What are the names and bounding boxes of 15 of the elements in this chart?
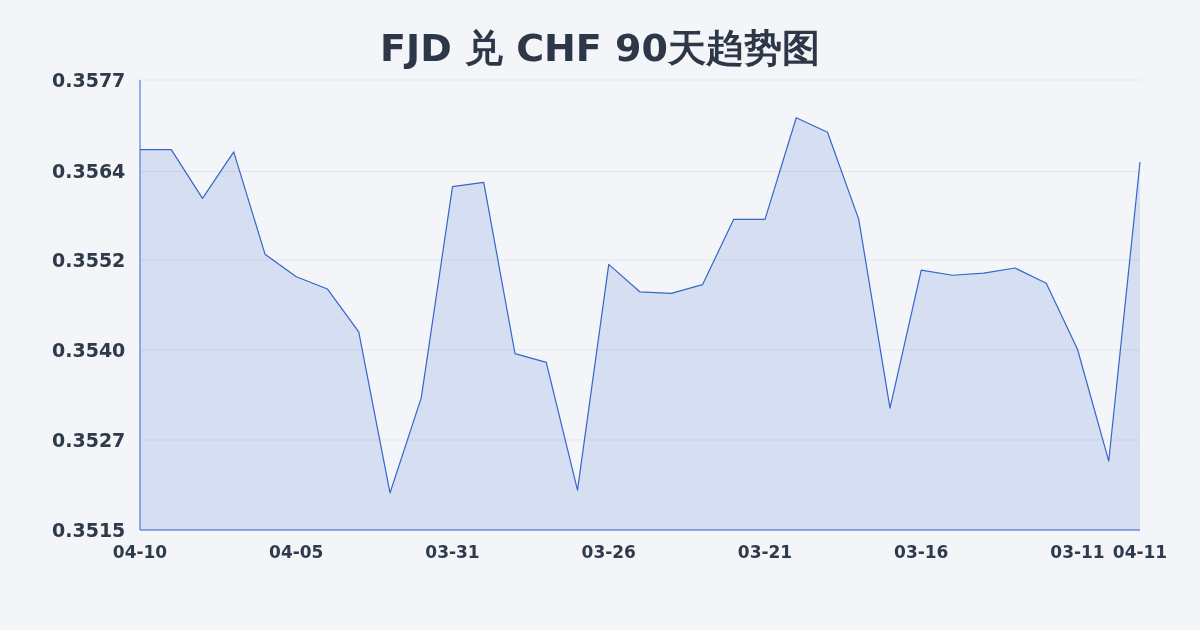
y-tick-label: 0.3540 — [52, 339, 126, 361]
x-tick-label: 04-10 — [112, 542, 168, 562]
y-tick-label: 0.3552 — [52, 249, 126, 271]
y-tick-label: 0.3577 — [52, 69, 126, 91]
x-tick-label: 03-31 — [425, 542, 480, 562]
x-tick-label: 03-21 — [737, 542, 793, 562]
x-tick-label: 03-16 — [894, 542, 949, 562]
y-tick-label: 0.3564 — [52, 160, 126, 183]
x-tick-label: 04-11 — [1112, 542, 1168, 562]
x-tick-label: 03-26 — [581, 542, 636, 562]
y-tick-label: 0.3515 — [52, 519, 126, 541]
x-tick-label: 03-11 — [1050, 542, 1105, 562]
y-tick-label: 0.3527 — [52, 429, 126, 451]
chart-title: FJD 兑 CHF 90天趋势图 — [380, 26, 820, 70]
x-tick-label: 04-05 — [269, 542, 324, 562]
